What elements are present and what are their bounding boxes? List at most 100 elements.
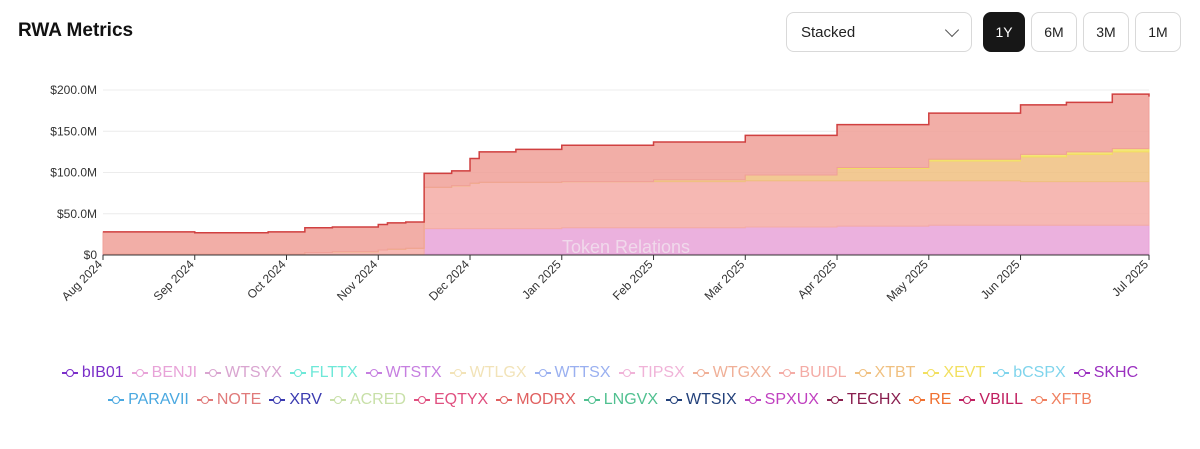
legend-label: bCSPX bbox=[1013, 364, 1066, 381]
legend-item-eqtyx[interactable]: EQTYX bbox=[413, 387, 489, 413]
legend-item-xevt[interactable]: XEVT bbox=[923, 360, 985, 386]
legend-item-skhc[interactable]: SKHC bbox=[1073, 360, 1138, 386]
y-tick-label: $50.0M bbox=[57, 207, 97, 221]
legend-item-modrx[interactable]: MODRX bbox=[496, 387, 576, 413]
legend-item-xftb[interactable]: XFTB bbox=[1030, 387, 1092, 413]
legend-label: RE bbox=[929, 391, 952, 408]
legend-marker-icon bbox=[1030, 395, 1047, 405]
legend-label: BUIDL bbox=[799, 364, 847, 381]
legend-label: LNGVX bbox=[603, 391, 658, 408]
legend-label: ACRED bbox=[349, 391, 406, 408]
legend-item-lngvx[interactable]: LNGVX bbox=[583, 387, 658, 413]
range-1y-button[interactable]: 1Y bbox=[983, 12, 1025, 52]
legend-marker-icon bbox=[365, 368, 382, 378]
legend-label: XRV bbox=[289, 391, 322, 408]
range-1y-label: 1Y bbox=[995, 24, 1013, 40]
legend-item-buidl[interactable]: BUIDL bbox=[779, 360, 847, 386]
y-tick-label: $0 bbox=[84, 248, 98, 262]
legend-item-spxux[interactable]: SPXUX bbox=[744, 387, 819, 413]
legend-label: SPXUX bbox=[764, 391, 819, 408]
legend-item-vbill[interactable]: VBILL bbox=[959, 387, 1023, 413]
legend-item-xtbt[interactable]: XTBT bbox=[854, 360, 916, 386]
legend-marker-icon bbox=[583, 395, 600, 405]
x-tick-label: Jun 2025 bbox=[978, 257, 1023, 302]
legend-marker-icon bbox=[923, 368, 940, 378]
page-title: RWA Metrics bbox=[18, 20, 134, 41]
x-tick-label: Nov 2024 bbox=[334, 257, 380, 303]
legend-label: WTLGX bbox=[469, 364, 527, 381]
legend-item-flttx[interactable]: FLTTX bbox=[289, 360, 358, 386]
legend-label: WTTSX bbox=[554, 364, 611, 381]
legend-item-bcspx[interactable]: bCSPX bbox=[993, 360, 1066, 386]
chart-mode-select[interactable]: Stacked bbox=[786, 12, 972, 52]
legend-marker-icon bbox=[666, 395, 682, 405]
legend-label: MODRX bbox=[516, 391, 576, 408]
legend-marker-icon bbox=[826, 395, 843, 405]
legend-label: TIPSX bbox=[638, 364, 685, 381]
legend-marker-icon bbox=[618, 368, 635, 378]
stack-top-line bbox=[103, 93, 1150, 234]
x-tick-label: Feb 2025 bbox=[610, 257, 656, 303]
legend-item-note[interactable]: NOTE bbox=[196, 387, 262, 413]
legend-marker-icon bbox=[854, 368, 871, 378]
legend-label: BENJI bbox=[151, 364, 198, 381]
legend-marker-icon bbox=[329, 395, 346, 405]
legend-marker-icon bbox=[289, 368, 306, 378]
chart-legend: bIB01 BENJI WTSYX FLTTX WTSTX WTLGX WTTSX TIPSX… bbox=[40, 360, 1160, 414]
legend-marker-icon bbox=[61, 368, 78, 378]
legend-item-wtsyx[interactable]: WTSYX bbox=[205, 360, 282, 386]
legend-marker-icon bbox=[692, 368, 709, 378]
legend-marker-icon bbox=[909, 395, 926, 405]
range-6m-button[interactable]: 6M bbox=[1031, 12, 1077, 52]
legend-marker-icon bbox=[496, 395, 513, 405]
stacked-area-chart[interactable]: $0 $50.0M $100.0M $150.0M $200.0M Token Relat… bbox=[0, 70, 1200, 340]
legend-marker-icon bbox=[108, 395, 125, 405]
x-tick-label: Oct 2024 bbox=[244, 257, 289, 302]
watermark-text: Token Relations bbox=[562, 237, 690, 257]
legend-item-techx[interactable]: TECHX bbox=[826, 387, 901, 413]
legend-label: XEVT bbox=[943, 364, 986, 381]
legend-label: FLTTX bbox=[309, 364, 358, 381]
legend-label: WTSIX bbox=[686, 391, 737, 408]
legend-marker-icon bbox=[196, 395, 213, 405]
legend-marker-icon bbox=[744, 395, 761, 405]
legend-label: WTSTX bbox=[385, 364, 442, 381]
x-tick-label: Apr 2025 bbox=[795, 257, 840, 302]
y-tick-label: $200.0M bbox=[50, 83, 97, 97]
y-tick-label: $100.0M bbox=[50, 166, 97, 180]
legend-label: bIB01 bbox=[81, 364, 124, 381]
legend-item-paravii[interactable]: PARAVII bbox=[108, 387, 189, 413]
legend-item-bib01[interactable]: bIB01 bbox=[61, 360, 124, 386]
legend-label: XTBT bbox=[874, 364, 916, 381]
legend-item-xrv[interactable]: XRV bbox=[269, 387, 322, 413]
legend-item-re[interactable]: RE bbox=[909, 387, 951, 413]
legend-item-wtstx[interactable]: WTSTX bbox=[365, 360, 442, 386]
chevron-down-icon bbox=[944, 22, 960, 37]
legend-item-wtgxx[interactable]: WTGXX bbox=[692, 360, 772, 386]
legend-marker-icon bbox=[959, 395, 976, 405]
legend-marker-icon bbox=[449, 368, 466, 378]
range-1m-button[interactable]: 1M bbox=[1135, 12, 1181, 52]
x-tick-label: Aug 2024 bbox=[59, 257, 105, 303]
range-3m-button[interactable]: 3M bbox=[1083, 12, 1129, 52]
legend-label: WTGXX bbox=[712, 364, 772, 381]
x-tick-label: Jul 2025 bbox=[1109, 257, 1151, 299]
legend-label: WTSYX bbox=[225, 364, 282, 381]
legend-marker-icon bbox=[269, 395, 286, 405]
legend-item-acred[interactable]: ACRED bbox=[329, 387, 406, 413]
legend-item-wttsx[interactable]: WTTSX bbox=[534, 360, 611, 386]
legend-item-tipsx[interactable]: TIPSX bbox=[618, 360, 685, 386]
legend-item-wtsix[interactable]: WTSIX bbox=[666, 387, 737, 413]
legend-marker-icon bbox=[205, 368, 222, 378]
x-tick-label: Sep 2024 bbox=[151, 257, 197, 303]
x-tick-label: Dec 2024 bbox=[426, 257, 472, 303]
legend-item-wtlgx[interactable]: WTLGX bbox=[449, 360, 527, 386]
x-tick-label: Jan 2025 bbox=[519, 257, 564, 302]
legend-marker-icon bbox=[413, 395, 430, 405]
legend-marker-icon bbox=[1073, 368, 1090, 378]
legend-label: EQTYX bbox=[433, 391, 489, 408]
legend-item-benji[interactable]: BENJI bbox=[131, 360, 198, 386]
legend-label: NOTE bbox=[216, 391, 262, 408]
range-1m-label: 1M bbox=[1148, 24, 1168, 40]
legend-label: VBILL bbox=[979, 391, 1023, 408]
